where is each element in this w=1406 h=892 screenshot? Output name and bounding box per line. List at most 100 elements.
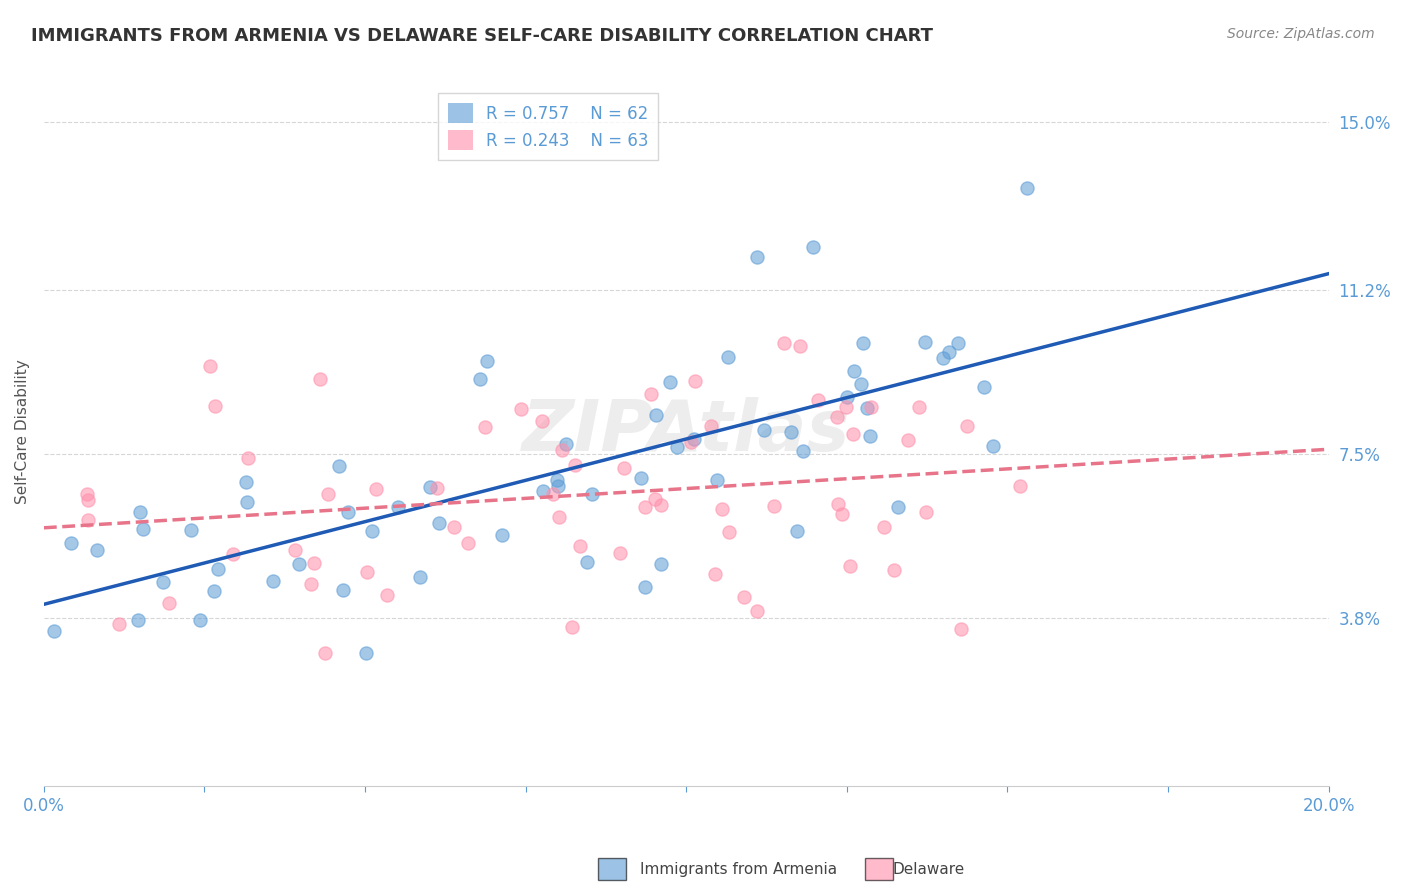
Point	[288, 558, 311, 572]
Point	[408, 570, 430, 584]
Point	[786, 524, 808, 539]
Point	[634, 580, 657, 594]
Point	[806, 392, 828, 407]
Point	[443, 520, 465, 534]
Point	[949, 622, 972, 636]
Point	[835, 390, 858, 404]
Point	[561, 620, 583, 634]
Point	[699, 419, 721, 434]
Point	[640, 387, 662, 401]
Point	[238, 450, 260, 465]
Point	[859, 429, 882, 443]
Point	[328, 459, 350, 474]
Point	[76, 513, 98, 527]
Point	[630, 470, 652, 484]
Point	[831, 507, 853, 521]
Point	[127, 613, 149, 627]
Point	[299, 576, 322, 591]
Point	[581, 487, 603, 501]
Point	[336, 505, 359, 519]
Point	[132, 522, 155, 536]
Point	[860, 401, 883, 415]
Point	[302, 556, 325, 570]
Point	[956, 418, 979, 433]
Point	[644, 492, 666, 507]
Point	[650, 558, 672, 572]
Point	[533, 483, 555, 498]
Point	[477, 354, 499, 368]
Point	[682, 432, 704, 446]
Point	[427, 516, 450, 530]
Point	[706, 474, 728, 488]
Point	[842, 364, 865, 378]
Point	[222, 547, 245, 561]
Point	[754, 423, 776, 437]
Point	[883, 563, 905, 577]
Point	[510, 401, 533, 416]
Point	[717, 351, 740, 365]
Point	[914, 334, 936, 349]
Point	[887, 500, 910, 514]
Point	[202, 583, 225, 598]
Point	[762, 500, 785, 514]
Point	[364, 483, 387, 497]
Point	[387, 500, 409, 514]
Point	[834, 400, 856, 414]
Point	[551, 443, 574, 458]
Point	[128, 505, 150, 519]
Point	[613, 461, 636, 475]
Text: Delaware: Delaware	[893, 863, 965, 877]
Point	[159, 596, 181, 610]
Point	[825, 410, 848, 425]
Point	[541, 487, 564, 501]
Point	[547, 479, 569, 493]
Point	[666, 440, 689, 454]
Point	[108, 616, 131, 631]
Point	[375, 588, 398, 602]
Point	[827, 497, 849, 511]
Point	[575, 555, 598, 569]
Point	[332, 582, 354, 597]
Point	[634, 500, 657, 514]
Point	[851, 336, 873, 351]
Point	[946, 335, 969, 350]
Legend: R = 0.757    N = 62, R = 0.243    N = 63: R = 0.757 N = 62, R = 0.243 N = 63	[437, 93, 658, 161]
Point	[262, 574, 284, 589]
Point	[555, 436, 578, 450]
Point	[839, 559, 862, 574]
Point	[44, 624, 66, 639]
Y-axis label: Self-Care Disability: Self-Care Disability	[15, 359, 30, 504]
Point	[77, 493, 100, 508]
Point	[973, 380, 995, 394]
Point	[59, 536, 82, 550]
Point	[198, 359, 221, 374]
Point	[717, 525, 740, 540]
Point	[733, 590, 755, 604]
Point	[314, 646, 336, 660]
Point	[188, 613, 211, 627]
Text: Immigrants from Armenia: Immigrants from Armenia	[640, 863, 837, 877]
Point	[356, 565, 378, 579]
Point	[679, 435, 702, 450]
Point	[704, 567, 727, 582]
Point	[530, 414, 553, 428]
Point	[361, 524, 384, 538]
Text: ZIPAtlas: ZIPAtlas	[522, 397, 851, 467]
Point	[180, 524, 202, 538]
Point	[801, 239, 824, 253]
Point	[745, 603, 768, 617]
Point	[235, 475, 257, 490]
Point	[773, 336, 796, 351]
Point	[983, 439, 1005, 453]
Point	[474, 420, 496, 434]
Point	[284, 543, 307, 558]
Point	[1010, 479, 1032, 493]
Point	[419, 480, 441, 494]
Point	[547, 510, 569, 524]
Text: IMMIGRANTS FROM ARMENIA VS DELAWARE SELF-CARE DISABILITY CORRELATION CHART: IMMIGRANTS FROM ARMENIA VS DELAWARE SELF…	[31, 27, 934, 45]
Point	[564, 458, 586, 473]
Point	[236, 494, 259, 508]
Point	[645, 408, 668, 422]
Point	[568, 539, 591, 553]
Point	[308, 372, 330, 386]
